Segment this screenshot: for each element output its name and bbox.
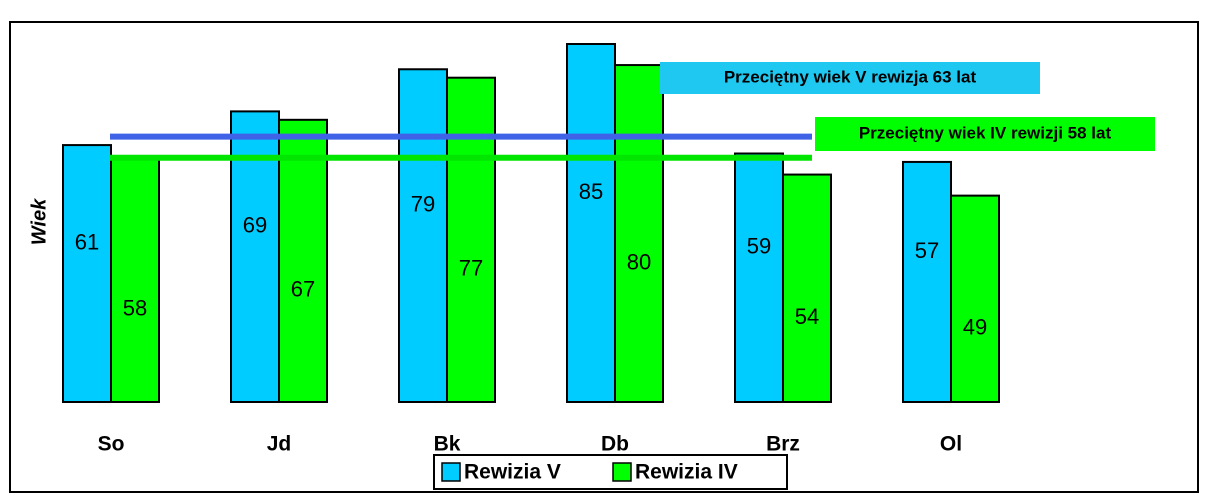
- value-label: 69: [243, 213, 267, 238]
- value-label: 58: [123, 296, 147, 321]
- bar: [110, 156, 160, 403]
- x-tick-label: Bk: [434, 433, 461, 456]
- value-label: 67: [291, 277, 315, 302]
- value-label: 79: [411, 191, 435, 216]
- annotation: Przeciętny wiek V rewizja 63 lat: [724, 67, 977, 86]
- bar: [734, 152, 784, 403]
- value-label: 59: [747, 234, 771, 259]
- bar: [566, 43, 616, 403]
- annotation-box: [660, 62, 1040, 94]
- x-tick-label: Db: [601, 433, 629, 456]
- annotation-box: [815, 117, 1155, 151]
- value-label: 57: [915, 238, 939, 263]
- x-tick-label: Ol: [940, 433, 962, 456]
- value-label: 61: [75, 229, 99, 254]
- bar: [446, 76, 496, 403]
- value-label: 85: [579, 179, 603, 204]
- legend-label: Rewizia V: [464, 461, 561, 484]
- value-label: 77: [459, 256, 483, 281]
- bar: [614, 64, 664, 403]
- legend-label: Rewizia IV: [635, 461, 738, 484]
- value-label: 80: [627, 249, 651, 274]
- y-axis-label: Wiek: [28, 198, 50, 245]
- bar: [62, 144, 112, 403]
- legend-box: [433, 454, 788, 490]
- bar: [902, 160, 952, 403]
- x-tick-label: Brz: [766, 433, 800, 456]
- x-tick-label: Jd: [267, 433, 292, 456]
- legend-swatch: [441, 462, 461, 482]
- x-tick-label: So: [98, 433, 125, 456]
- bar: [782, 173, 832, 403]
- annotation: Przeciętny wiek IV rewizji 58 lat: [859, 123, 1112, 142]
- value-label: 49: [963, 315, 987, 340]
- legend-swatch: [612, 462, 632, 482]
- bar: [950, 194, 1000, 403]
- bar: [278, 118, 328, 403]
- bar: [398, 68, 448, 403]
- value-label: 54: [795, 304, 819, 329]
